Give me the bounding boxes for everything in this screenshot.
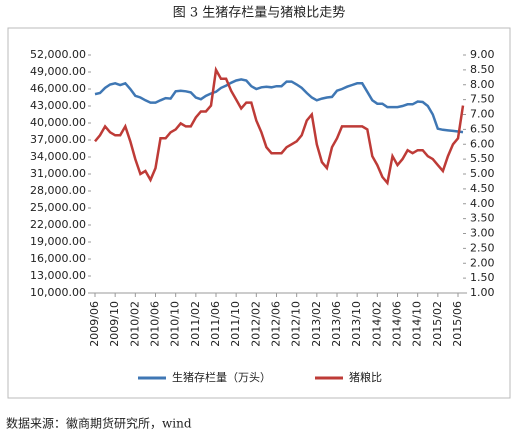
y-tick-label: 52,000.00 [30,48,86,61]
x-tick-label: 2015/02 [431,301,444,347]
y2-tick-label: 5.00 [470,167,495,180]
chart-frame [7,27,511,399]
x-tick-label: 2009/10 [108,301,121,347]
x-tick-label: 2012/02 [249,301,262,347]
y2-tick-label: 3.00 [470,227,495,240]
x-tick-label: 2014/10 [411,301,424,347]
x-tick-label: 2010/06 [149,301,162,347]
y2-tick-label: 6.00 [470,137,495,150]
series-line [94,78,464,134]
y2-tick-label: 2.00 [470,256,495,269]
y2-tick-label: 1.50 [470,271,495,284]
y-tick-label: 31,000.00 [30,167,86,180]
y2-tick-label: 3.50 [470,212,495,225]
y-tick-label: 43,000.00 [30,99,86,112]
y2-tick-label: 7.00 [470,108,495,121]
x-tick-label: 2014/02 [370,301,383,347]
y-tick-label: 40,000.00 [30,116,86,129]
x-tick-label: 2010/02 [128,301,141,347]
legend-label: 猪粮比 [349,370,382,384]
x-tick-label: 2009/06 [88,301,101,347]
y-tick-label: 46,000.00 [30,82,86,95]
y2-tick-label: 7.50 [470,93,495,106]
x-tick-label: 2011/06 [209,301,222,347]
series-line [94,66,465,186]
y-tick-label: 28,000.00 [30,184,86,197]
x-tick-label: 2011/10 [229,301,242,347]
legend-label: 生猪存栏量（万头） [172,370,271,384]
y-tick-label: 16,000.00 [30,252,86,265]
x-tick-label: 2013/10 [350,301,363,347]
y2-tick-label: 8.50 [470,63,495,76]
y2-tick-label: 5.50 [470,152,495,165]
x-tick-label: 2012/10 [290,301,303,347]
y-tick-label: 13,000.00 [30,269,86,282]
y-tick-label: 49,000.00 [30,65,86,78]
y-tick-label: 37,000.00 [30,133,86,146]
source-note: 数据来源：徽商期货研究所，wind [6,416,192,431]
y2-tick-label: 4.50 [470,182,495,195]
y-tick-label: 19,000.00 [30,235,86,248]
x-tick-label: 2012/06 [270,301,283,347]
y2-tick-label: 9.00 [470,48,495,61]
y2-tick-label: 1.00 [470,286,495,299]
x-tick-label: 2010/10 [169,301,182,347]
chart-title: 图 3 生猪存栏量与猪粮比走势 [173,5,346,21]
y-tick-label: 25,000.00 [30,201,86,214]
x-tick-label: 2013/06 [330,301,343,347]
y2-tick-label: 6.50 [470,122,495,135]
y-tick-label: 22,000.00 [30,218,86,231]
y-tick-label: 10,000.00 [30,286,86,299]
y2-tick-label: 8.00 [470,78,495,91]
y2-tick-label: 4.00 [470,197,495,210]
y2-tick-label: 2.50 [470,241,495,254]
x-tick-label: 2014/06 [391,301,404,347]
y-tick-label: 34,000.00 [30,150,86,163]
x-tick-label: 2013/02 [310,301,323,347]
x-tick-label: 2011/02 [189,301,202,347]
x-tick-label: 2015/06 [451,301,464,347]
